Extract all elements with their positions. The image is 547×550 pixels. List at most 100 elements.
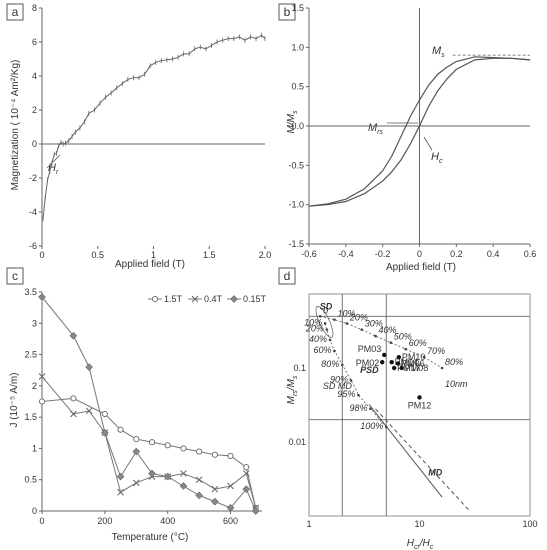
panel-c-xtick-label: 400 [160,516,175,526]
panel-d-mixing-upper-point [360,328,364,331]
panel-c-series-0-point [133,435,140,443]
panel-b-xtick-label: -0.6 [301,249,317,259]
panel-d-sample-point [380,359,385,365]
panel-d-xlabel: Hcr/Hc [407,538,434,550]
panel-a-xtick-label: 1.5 [203,250,216,260]
panel-d-sample-label: PM14 [395,357,419,367]
panel-d-ytick-label: 0.01 [288,437,306,447]
panel-b-xtick-label: 0.2 [450,249,463,259]
panel-a-ytick-label: -2 [29,173,37,183]
panel-d-md-solid-line [368,404,443,498]
panel-d-mixing-lower-curve [324,323,387,428]
panel-d-mixing-upper-label: 50% [394,332,412,342]
panel-d-mixing-upper-label: 10nm [445,379,468,389]
panel-c-series-1-point [85,407,93,415]
panel-b-ytick-label: 0.5 [291,82,304,92]
panel-c-ylabel: J (10⁻⁵ A/m) [9,373,20,428]
panel-d-mixing-upper-point [440,366,444,370]
panel-d-sample-point [395,361,401,366]
panel-d-mixing-lower-point [328,338,332,342]
panel-letter-b: b [284,5,291,19]
panel-d-ylabel: Mrs/Ms [286,375,299,404]
panel-b-xtick-label: -0.4 [338,249,354,259]
panel-d-mixing-lower-point [340,363,344,367]
panel-c-series-2-point [195,491,203,500]
panel-d-mixing-upper-label: 80% [445,357,463,367]
panel-c-legend-label: 1.5T [164,294,183,304]
panel-b-annotation-mrs: Mrs [368,122,384,136]
panel-d-mixing-lower-label: 95% [337,389,355,399]
panel-a-ytick-label: 8 [32,3,37,13]
panel-d-mixing-lower-label: 60% [313,345,331,355]
panel-c-legend-marker [191,295,199,303]
panel-d: d Hcr/Hc Mrs/Ms 0 10%20%30%40%50%60%70%80… [278,267,538,550]
panel-c-series-2-point [211,497,219,506]
panel-a: a Applied field (T) Magnetization ( 10⁻⁴… [6,3,272,270]
panel-c-series-0-point [211,451,218,458]
panel-d-mixing-upper-point [389,341,393,344]
panel-b-ylabel: M/Ms [286,110,299,133]
panel-d-sample-point [417,395,422,400]
panel-d-mixing-lower-label: 100% [360,421,383,431]
panel-a-xtick-label: 2.0 [259,250,272,260]
panel-b-xtick-label: 0.6 [524,249,537,259]
panel-c-series-0-point [180,445,187,452]
panel-c-series-0-point [101,410,108,418]
panel-d-region-md: MD [428,468,442,478]
panel-letter-box-b [278,3,296,21]
panel-d-mixing-lower-label: 98% [349,403,367,413]
panel-c-ytick-label: 3 [32,318,37,328]
panel-a-ytick-label: 4 [32,71,37,81]
panel-c-series-0-point [70,395,77,402]
panel-d-mixing-upper-label: 30% [365,319,383,329]
panel-d-sample-label: PM12 [408,400,432,410]
panel-d-sample-point [389,359,394,365]
panel-c-series-2-point [226,504,235,512]
panel-d-mixing-upper-point [404,347,407,351]
panel-b-ytick-label: 1.0 [291,42,304,52]
panel-d-frame [308,293,531,517]
panel-d-mixing-upper-label: 70% [427,346,445,356]
panel-a-annotation-line [46,154,61,169]
panel-letter-box-a [6,3,24,21]
panel-d-mixing-lower-point [349,379,353,382]
panel-d-mixing-upper-label: 10% [337,309,355,319]
panel-c-series-0-point [38,398,46,405]
panel-d-sample-label: PM10 [402,352,426,362]
panel-d-sample-point [382,352,387,358]
panel-c-xtick-label: 600 [223,516,238,526]
panel-d-mixing-lower-point [333,349,336,353]
panel-c-ytick-label: 0 [32,506,37,516]
panel-letter-box-c [6,267,24,285]
panel-c-series-2-point [116,472,125,481]
panel-d-mixing-lower-point [369,407,372,411]
panel-b-ytick-label: -1.5 [288,239,304,249]
panel-c-legend-label: 0.4T [204,294,223,304]
panel-c-series-1-point [180,470,187,477]
panel-a-ytick-label: 0 [32,139,37,149]
panel-c-xtick-label: 0 [39,516,44,526]
panel-c-series-2-point [132,447,141,456]
panel-d-sample-point [399,365,404,371]
panel-b-ytick-label: -1.0 [288,200,304,210]
panel-c-series-0-point [227,452,234,459]
panel-c-series-1-point [132,479,140,487]
panel-b-hc-pointer [423,136,433,151]
panel-a-ytick-label: -4 [29,207,37,217]
panel-d-mixing-lower-label: 40% [309,334,327,344]
panel-c-ytick-label: 2 [32,381,37,391]
panel-b-annotation-hc: Hc [431,151,443,165]
panel-d-sample-label: PM03 [358,344,382,354]
panel-c-series-0-point [117,426,124,433]
panel-c-series-1-point [227,482,234,490]
panel-c-series-0-point [196,448,203,455]
panel-b-annotation-ms: Ms [432,45,445,59]
panel-c-legend-label: 0.15T [243,294,267,304]
panel-d-sample-label: PM17 [397,363,421,373]
panel-d-ytick-label: 0.1 [293,363,306,373]
panel-c-series-2-point [69,331,78,340]
panel-a-annotation-hr: Hr [48,162,59,176]
panel-c-legend-marker [151,295,159,303]
panel-c-series-2-point [179,482,188,490]
panel-letter-d: d [284,269,291,283]
